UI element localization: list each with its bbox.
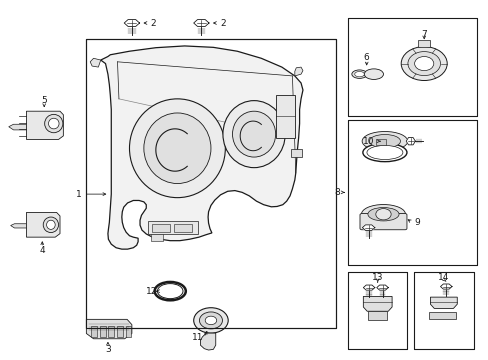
Text: 8: 8 [333, 188, 339, 197]
Bar [86, 39, 335, 328]
Ellipse shape [362, 143, 406, 162]
Bar [347, 272, 407, 349]
Polygon shape [86, 319, 132, 339]
Polygon shape [9, 124, 26, 130]
Polygon shape [362, 225, 374, 230]
Bar [151, 234, 163, 241]
Bar [151, 224, 169, 232]
Bar [367, 311, 386, 320]
Polygon shape [429, 297, 456, 309]
Ellipse shape [48, 118, 59, 129]
Polygon shape [11, 224, 26, 228]
Polygon shape [363, 285, 374, 290]
Text: 12: 12 [146, 287, 157, 296]
Ellipse shape [367, 207, 398, 221]
Bar [347, 272, 407, 349]
Bar [347, 18, 476, 117]
Ellipse shape [368, 135, 400, 148]
Bar [275, 95, 294, 138]
Ellipse shape [157, 284, 183, 299]
Ellipse shape [354, 72, 364, 77]
Circle shape [193, 308, 228, 333]
Ellipse shape [44, 114, 63, 133]
Ellipse shape [364, 69, 383, 80]
Ellipse shape [366, 145, 402, 159]
Circle shape [205, 316, 216, 325]
Ellipse shape [223, 100, 285, 168]
Text: 1: 1 [76, 190, 82, 199]
Ellipse shape [143, 113, 210, 184]
Polygon shape [440, 284, 451, 289]
Polygon shape [26, 111, 63, 139]
Circle shape [199, 312, 222, 329]
Ellipse shape [232, 111, 275, 157]
Ellipse shape [46, 220, 55, 229]
Polygon shape [101, 46, 303, 249]
Bar [147, 221, 198, 234]
Text: 3: 3 [105, 345, 111, 354]
Text: 2: 2 [150, 18, 156, 27]
Circle shape [400, 47, 447, 81]
Bar [290, 149, 301, 157]
Circle shape [407, 51, 440, 76]
Polygon shape [294, 67, 303, 76]
Ellipse shape [351, 70, 366, 78]
Text: 10: 10 [363, 137, 374, 146]
Ellipse shape [361, 204, 405, 224]
Bar [100, 327, 105, 337]
Polygon shape [363, 296, 391, 311]
Polygon shape [26, 212, 60, 237]
Text: 5: 5 [41, 96, 47, 105]
Text: 7: 7 [421, 30, 426, 39]
Text: 13: 13 [371, 273, 383, 282]
Bar [86, 39, 335, 328]
Ellipse shape [362, 131, 407, 151]
Text: 4: 4 [40, 246, 45, 255]
Polygon shape [406, 138, 414, 145]
Bar [108, 327, 114, 337]
Bar [418, 40, 429, 47]
Polygon shape [200, 333, 215, 350]
Polygon shape [193, 19, 208, 26]
Text: 9: 9 [413, 218, 419, 227]
Bar [125, 327, 131, 337]
Polygon shape [90, 58, 101, 67]
Bar [428, 312, 455, 319]
Text: 14: 14 [437, 273, 448, 282]
Circle shape [414, 57, 433, 71]
Bar [117, 327, 122, 337]
Bar [413, 272, 472, 349]
Ellipse shape [154, 282, 185, 300]
FancyBboxPatch shape [359, 213, 406, 230]
Bar [91, 327, 97, 337]
Ellipse shape [129, 99, 225, 198]
Bar [347, 120, 476, 265]
Text: 11: 11 [191, 333, 203, 342]
Circle shape [375, 208, 390, 220]
Bar [413, 272, 472, 349]
Bar [376, 139, 385, 145]
Text: 2: 2 [220, 18, 225, 27]
Text: 6: 6 [363, 53, 369, 62]
Bar [173, 224, 191, 232]
Polygon shape [376, 285, 387, 290]
Bar [347, 18, 476, 117]
Bar [347, 120, 476, 265]
Ellipse shape [43, 217, 59, 233]
Polygon shape [124, 19, 139, 26]
